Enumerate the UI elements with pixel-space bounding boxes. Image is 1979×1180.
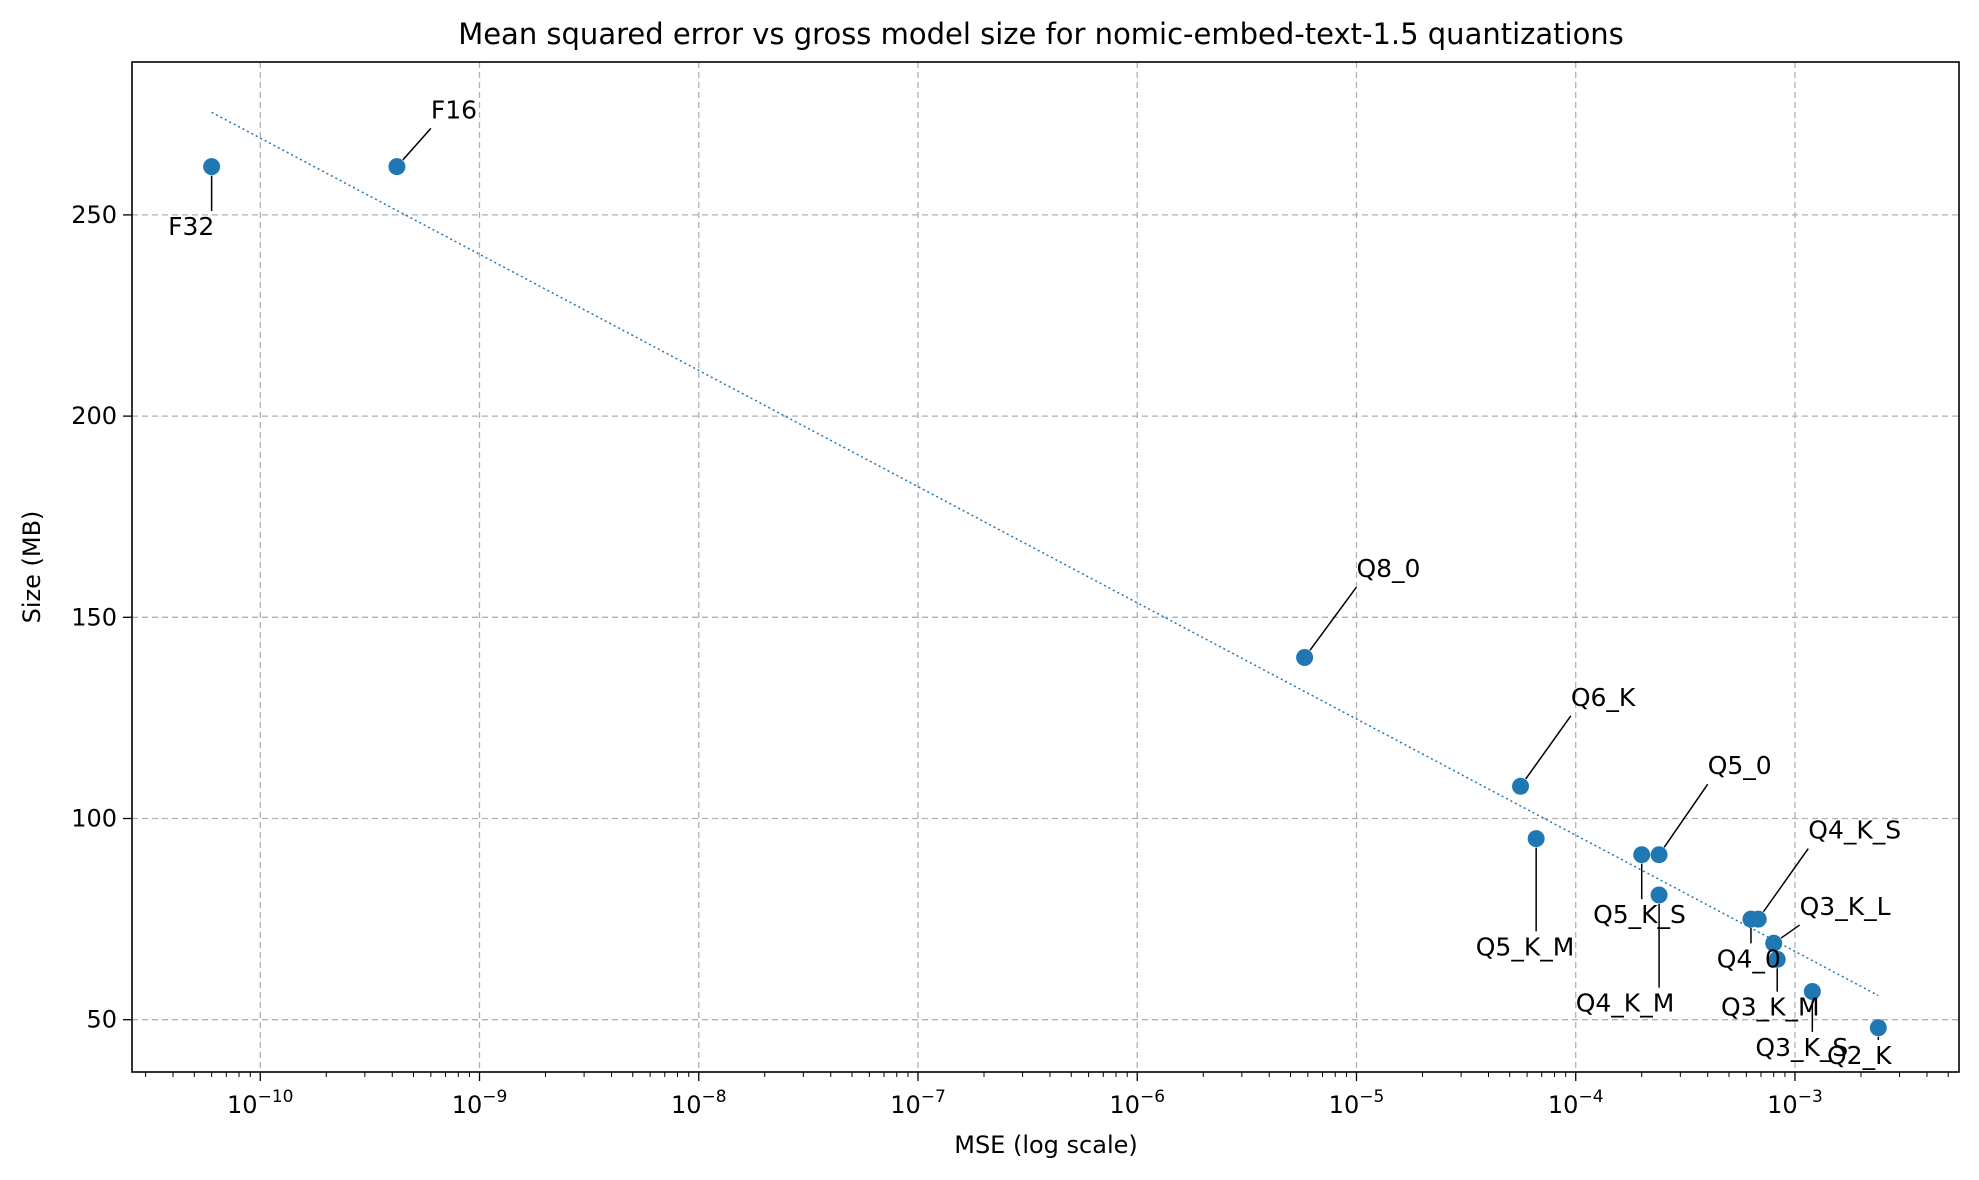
x-tick-label: 10−9 bbox=[452, 1087, 508, 1119]
x-tick-label: 10−7 bbox=[890, 1087, 946, 1119]
annotation-connector bbox=[402, 127, 432, 161]
data-point bbox=[1803, 983, 1821, 1001]
x-tick-label: 10−4 bbox=[1548, 1087, 1604, 1119]
data-point bbox=[203, 158, 221, 176]
annotation-connector bbox=[1525, 715, 1572, 780]
y-tick-label: 250 bbox=[71, 201, 117, 229]
point-label: Q4_K_S bbox=[1808, 816, 1901, 845]
point-label: Q4_0 bbox=[1717, 944, 1781, 973]
data-point bbox=[1765, 934, 1783, 952]
point-label: Q8_0 bbox=[1356, 554, 1420, 583]
point-label: Q5_K_M bbox=[1476, 932, 1575, 961]
data-points bbox=[203, 158, 1887, 1037]
y-axis-label: Size (MB) bbox=[18, 511, 46, 624]
data-point bbox=[1650, 846, 1668, 864]
point-label: Q5_K_S bbox=[1593, 900, 1686, 929]
grid-lines bbox=[132, 62, 1959, 1072]
axis-ticks: 10−10 10−9 10−8 10−7 10−6 10−5 10−4 10−3 50 100 15… bbox=[71, 201, 1949, 1119]
annotation-connector bbox=[1780, 924, 1801, 939]
annotation-connector bbox=[1762, 848, 1809, 913]
point-label: Q5_0 bbox=[1708, 751, 1772, 780]
y-tick-label: 50 bbox=[86, 1006, 117, 1034]
trend-line-layer bbox=[211, 111, 1879, 997]
x-tick-label: 10−6 bbox=[1109, 1087, 1165, 1119]
x-axis-label: MSE (log scale) bbox=[954, 1131, 1138, 1159]
point-label: Q3_K_L bbox=[1800, 892, 1891, 921]
x-tick-label: 10−10 bbox=[227, 1087, 293, 1119]
data-point bbox=[1869, 1019, 1887, 1037]
point-labels: F32 F16 Q8_0 Q6_K Q5_K_M Q5_0 Q5_K_S Q4_K_M Q4_K… bbox=[168, 95, 1901, 1070]
point-label: Q4_K_M bbox=[1576, 989, 1675, 1018]
x-tick-label: 10−3 bbox=[1767, 1087, 1823, 1119]
annotation-connector bbox=[1309, 586, 1358, 651]
y-tick-label: 150 bbox=[71, 603, 117, 631]
data-point bbox=[1296, 649, 1314, 667]
y-tick-label: 200 bbox=[71, 402, 117, 430]
trend-line bbox=[211, 111, 1879, 997]
point-label: Q2_K bbox=[1827, 1041, 1892, 1070]
point-label: Q6_K bbox=[1571, 683, 1636, 712]
point-label: Q3_K_S bbox=[1755, 1033, 1848, 1062]
chart-title: Mean squared error vs gross model size f… bbox=[458, 17, 1624, 51]
y-tick-label: 100 bbox=[71, 804, 117, 832]
data-point bbox=[1633, 846, 1651, 864]
data-point bbox=[1650, 886, 1668, 904]
data-point bbox=[1768, 950, 1786, 968]
x-tick-label: 10−5 bbox=[1329, 1087, 1385, 1119]
point-label: Q3_K_M bbox=[1721, 993, 1820, 1022]
data-point bbox=[1742, 910, 1760, 928]
data-point bbox=[1512, 777, 1530, 795]
point-label: F16 bbox=[431, 95, 477, 124]
plot-frame bbox=[131, 61, 1960, 1073]
annotation-connector bbox=[1663, 783, 1709, 848]
data-point bbox=[388, 158, 406, 176]
data-point bbox=[1527, 830, 1545, 848]
point-label: F32 bbox=[168, 212, 214, 241]
x-tick-label: 10−8 bbox=[671, 1087, 727, 1119]
